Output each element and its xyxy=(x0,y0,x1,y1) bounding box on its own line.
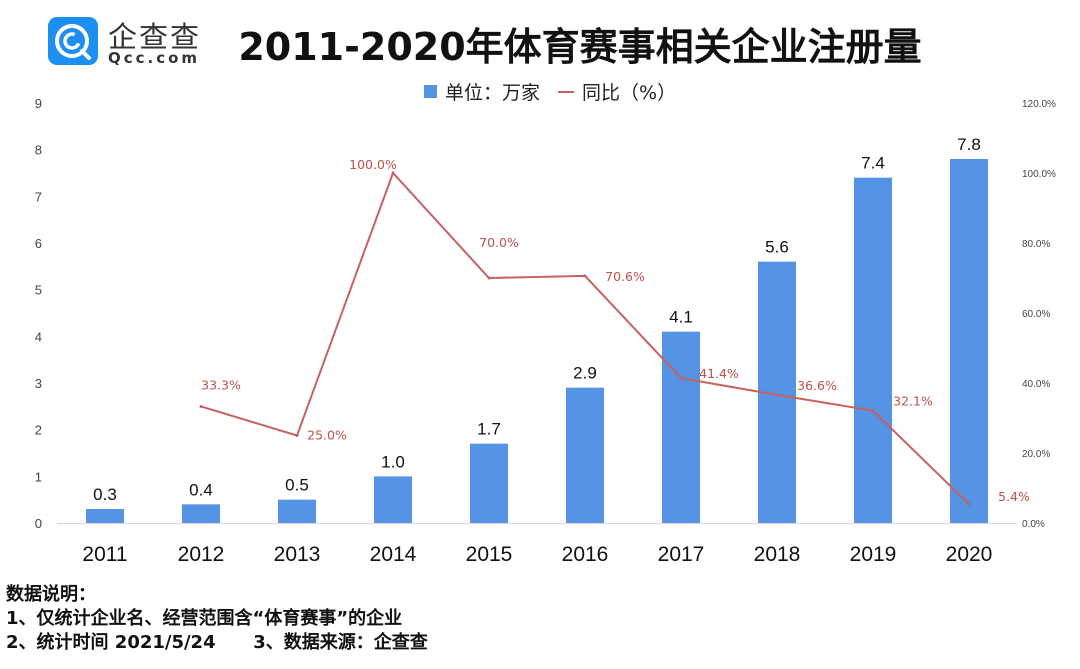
bar xyxy=(950,159,988,523)
x-tick-label: 2017 xyxy=(658,543,705,566)
bar xyxy=(662,331,700,523)
y-left-tick-label: 5 xyxy=(35,283,42,298)
bar-data-label: 0.3 xyxy=(93,485,117,504)
y-right-tick-label: 80.0% xyxy=(1022,239,1050,250)
line-data-label: 70.6% xyxy=(605,269,645,284)
bar xyxy=(566,387,604,523)
bar xyxy=(854,177,892,523)
x-tick-label: 2019 xyxy=(850,543,897,566)
y-left-tick-label: 9 xyxy=(35,96,42,111)
line-point xyxy=(199,404,203,408)
y-left-tick-label: 8 xyxy=(35,143,42,158)
legend-line-label: 同比（%） xyxy=(582,82,677,104)
x-tick-label: 2020 xyxy=(946,543,993,566)
logo-domain: Qcc.com xyxy=(108,49,201,67)
bar-data-label: 7.4 xyxy=(861,154,885,173)
y-right-tick-label: 0.0% xyxy=(1022,519,1045,530)
notes-heading: 数据说明： xyxy=(6,584,96,605)
notes-line-2: 2、统计时间 2021/5/24 3、数据来源：企查查 xyxy=(6,632,428,653)
bar xyxy=(374,476,412,523)
bar-data-label: 1.7 xyxy=(477,420,501,439)
line-data-label: 70.0% xyxy=(479,235,519,250)
line-point xyxy=(967,502,971,506)
bar xyxy=(182,504,220,523)
bar-data-label: 4.1 xyxy=(669,308,693,327)
line-data-label: 41.4% xyxy=(699,366,739,381)
bar-data-label: 2.9 xyxy=(573,364,597,383)
bar xyxy=(86,509,124,523)
qcc-logo-icon xyxy=(48,17,98,65)
x-tick-label: 2015 xyxy=(466,543,513,566)
x-tick-label: 2013 xyxy=(274,543,321,566)
line-point xyxy=(679,376,683,380)
line-point xyxy=(391,171,395,175)
notes-line-1: 1、仅统计企业名、经营范围含“体育赛事”的企业 xyxy=(6,608,403,629)
y-left-tick-label: 0 xyxy=(35,516,42,531)
logo-name: 企查查 xyxy=(108,20,202,54)
legend-bar-label: 单位：万家 xyxy=(445,82,541,104)
y-left-tick-label: 2 xyxy=(35,423,42,438)
line-data-label: 33.3% xyxy=(201,377,241,392)
line-point xyxy=(487,276,491,280)
x-tick-label: 2014 xyxy=(370,543,417,566)
line-data-label: 36.6% xyxy=(797,378,837,393)
x-tick-label: 2018 xyxy=(754,543,801,566)
notes: 数据说明： 1、仅统计企业名、经营范围含“体育赛事”的企业 2、统计时间 2021/… xyxy=(6,583,428,655)
bar-data-label: 0.4 xyxy=(189,480,213,499)
y-right-tick-label: 100.0% xyxy=(1022,169,1056,180)
legend: 单位：万家 同比（%） xyxy=(424,78,676,105)
line-data-label: 32.1% xyxy=(893,394,933,409)
bar-data-label: 0.5 xyxy=(285,476,309,495)
chart-title: 2011-2020年体育赛事相关企业注册量 xyxy=(238,25,922,69)
y-left-tick-label: 1 xyxy=(35,469,42,484)
line-point xyxy=(583,274,587,278)
bar xyxy=(278,499,316,523)
x-tick-label: 2016 xyxy=(562,543,609,566)
y-left-tick-label: 3 xyxy=(35,376,42,391)
line-data-label: 25.0% xyxy=(307,428,347,443)
line-data-label: 100.0% xyxy=(349,157,397,172)
y-right-tick-label: 60.0% xyxy=(1022,309,1050,320)
bar-data-label: 7.8 xyxy=(957,135,981,154)
y-left-tick-label: 4 xyxy=(35,329,42,344)
line-data-label: 5.4% xyxy=(998,489,1030,504)
bar xyxy=(470,443,508,523)
bar-data-label: 5.6 xyxy=(765,238,789,257)
bar-data-label: 1.0 xyxy=(381,452,405,471)
x-tick-label: 2012 xyxy=(178,543,225,566)
x-tick-label: 2011 xyxy=(82,543,127,566)
y-right-tick-label: 20.0% xyxy=(1022,449,1050,460)
line-point xyxy=(871,409,875,413)
line-point xyxy=(295,434,299,437)
legend-bar-swatch xyxy=(424,85,437,98)
legend-line-swatch xyxy=(558,90,575,93)
line-point xyxy=(775,393,779,397)
y-left-tick-label: 6 xyxy=(35,236,42,251)
y-right-tick-label: 40.0% xyxy=(1022,379,1050,390)
y-right-tick-label: 120.0% xyxy=(1022,99,1056,110)
y-left-tick-label: 7 xyxy=(35,189,42,204)
